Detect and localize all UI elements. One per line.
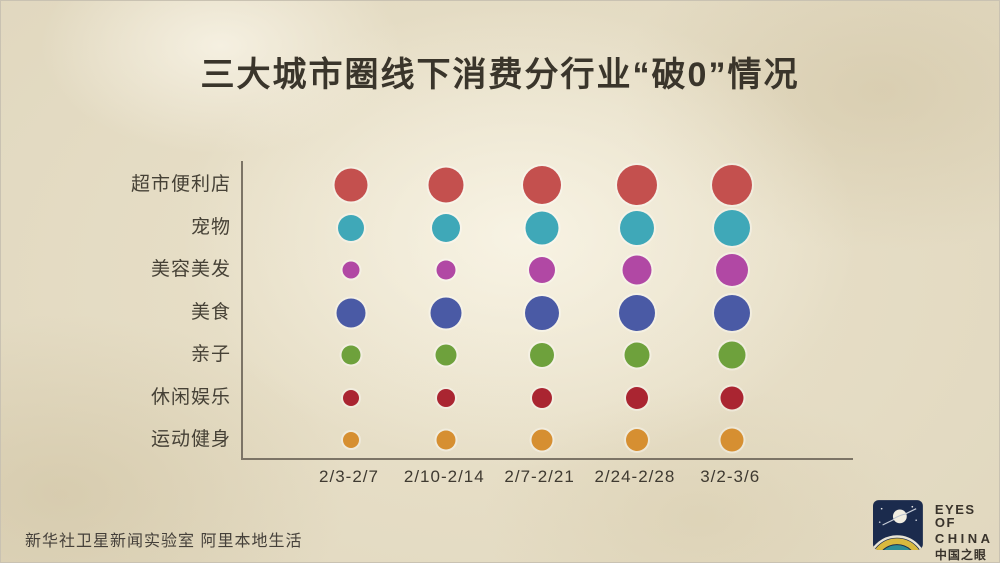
x-axis-label: 2/3-2/7 — [319, 467, 379, 486]
bubble — [718, 341, 746, 369]
bubble — [619, 210, 654, 245]
credit-text: 新华社卫星新闻实验室 阿里本地生活 — [25, 533, 303, 550]
y-axis-label: 宠物 — [190, 216, 231, 238]
y-axis-label: 美容美发 — [150, 259, 231, 280]
plot-area — [241, 161, 853, 460]
x-axis-label: 2/24-2/28 — [594, 467, 676, 486]
y-axis-label: 休闲娱乐 — [150, 386, 231, 408]
y-axis-labels: 超市便利店宠物美容美发美食亲子休闲娱乐运动健身 — [1, 161, 231, 458]
bubble — [432, 213, 461, 242]
bubble — [712, 165, 753, 205]
bubble — [334, 168, 368, 202]
bubble — [343, 432, 359, 448]
x-axis-label: 2/10-2/14 — [403, 467, 485, 486]
bubble — [341, 345, 361, 365]
eyes-of-china-logo-icon — [873, 500, 923, 550]
bubble — [531, 387, 552, 408]
y-axis-label: 超市便利店 — [130, 174, 231, 195]
logo-line-3: 中国之眼 — [934, 548, 987, 562]
bubble — [720, 386, 744, 409]
bubble — [618, 294, 655, 331]
brand-logo: EYES OF CHINA 中国之眼 — [873, 499, 999, 561]
bubble — [437, 388, 456, 407]
x-axis-labels: 2/3-2/7 2/10-2/14 2/7-2/21 2/24-2/28 3/2-3/6 — [241, 467, 851, 493]
bubble — [436, 430, 456, 450]
bubble — [616, 165, 657, 205]
bubble — [528, 257, 555, 283]
x-axis-label: 2/7-2/21 — [504, 467, 575, 486]
bubble — [428, 167, 464, 203]
bubble — [430, 297, 462, 328]
bubble — [524, 295, 559, 330]
bubble — [529, 343, 554, 367]
y-axis-label: 亲子 — [190, 344, 231, 365]
bubble — [435, 344, 457, 366]
bubble — [338, 214, 364, 241]
bubble — [720, 428, 744, 452]
logo-line-1: EYES OF — [934, 502, 976, 530]
bubble — [625, 386, 648, 409]
bubble — [714, 209, 751, 246]
bubble — [622, 255, 652, 285]
bubble — [522, 166, 561, 204]
page-title: 三大城市圈线下消费分行业“破0”情况 — [200, 56, 800, 94]
logo-wordmark: EYES OF CHINA 中国之眼 — [935, 499, 999, 561]
bubble — [342, 261, 360, 279]
bubble — [716, 254, 749, 286]
bubble — [531, 429, 553, 451]
bubble — [336, 298, 366, 327]
bubble — [624, 342, 650, 368]
bubble — [714, 294, 751, 331]
y-axis-label: 运动健身 — [150, 429, 231, 450]
bubble — [625, 429, 648, 451]
x-axis-label: 3/2-3/6 — [700, 467, 761, 486]
logo-line-2: CHINA — [934, 531, 994, 546]
bubble — [343, 389, 359, 406]
bubble — [525, 211, 559, 244]
y-axis-label: 美食 — [190, 301, 231, 323]
bubble — [436, 260, 456, 280]
